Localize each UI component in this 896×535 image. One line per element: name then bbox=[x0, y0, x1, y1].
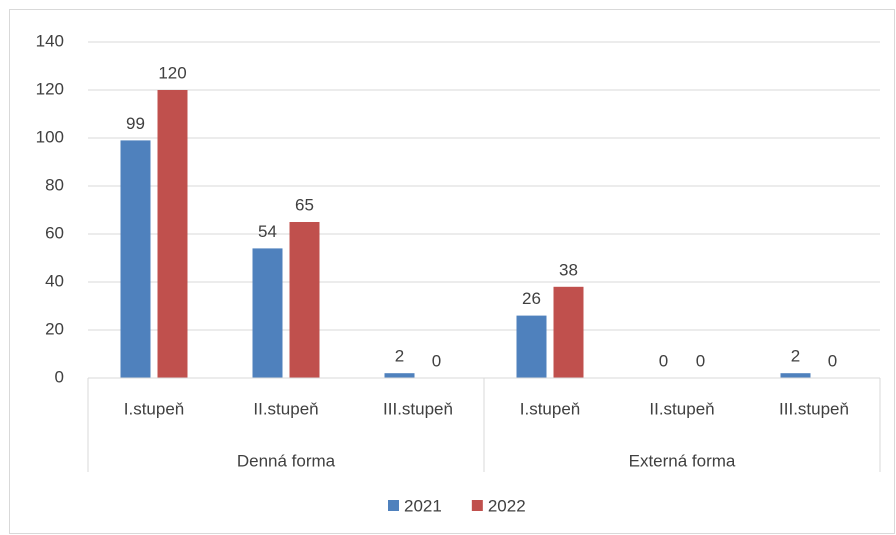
bar bbox=[120, 140, 151, 378]
bar bbox=[157, 90, 188, 378]
data-label: 26 bbox=[522, 289, 541, 308]
data-label: 0 bbox=[696, 351, 705, 370]
x-tick-label: III.stupeň bbox=[779, 399, 849, 418]
data-label: 0 bbox=[828, 351, 837, 370]
x-tick-label: III.stupeň bbox=[383, 399, 453, 418]
data-label: 2 bbox=[791, 347, 800, 366]
y-tick-label: 120 bbox=[36, 79, 64, 98]
x-tick-label: I.stupeň bbox=[520, 399, 581, 418]
legend-swatch bbox=[388, 500, 399, 511]
chart-frame bbox=[9, 9, 895, 534]
bar bbox=[780, 373, 811, 378]
data-label: 99 bbox=[126, 114, 145, 133]
data-label: 0 bbox=[659, 351, 668, 370]
group-label: Externá forma bbox=[629, 451, 736, 470]
bar bbox=[289, 222, 320, 378]
legend-swatch bbox=[471, 500, 483, 511]
y-tick-label: 0 bbox=[55, 367, 64, 386]
data-label: 65 bbox=[295, 195, 314, 214]
data-label: 0 bbox=[432, 351, 441, 370]
legend-label: 2022 bbox=[488, 496, 526, 515]
x-tick-label: II.stupeň bbox=[649, 399, 714, 418]
data-label: 38 bbox=[559, 260, 578, 279]
bar bbox=[516, 315, 547, 378]
y-tick-label: 20 bbox=[45, 319, 64, 338]
x-tick-label: I.stupeň bbox=[124, 399, 185, 418]
data-label: 2 bbox=[395, 347, 404, 366]
group-label: Denná forma bbox=[237, 451, 336, 470]
data-label: 120 bbox=[158, 63, 186, 82]
y-tick-label: 140 bbox=[36, 31, 64, 50]
y-tick-label: 60 bbox=[45, 223, 64, 242]
y-tick-label: 80 bbox=[45, 175, 64, 194]
y-tick-label: 100 bbox=[36, 127, 64, 146]
data-label: 54 bbox=[258, 222, 277, 241]
x-tick-label: II.stupeň bbox=[253, 399, 318, 418]
y-tick-label: 40 bbox=[45, 271, 64, 290]
bar bbox=[553, 286, 584, 378]
bar bbox=[252, 248, 283, 378]
legend-label: 2021 bbox=[404, 496, 442, 515]
bar bbox=[384, 373, 415, 378]
